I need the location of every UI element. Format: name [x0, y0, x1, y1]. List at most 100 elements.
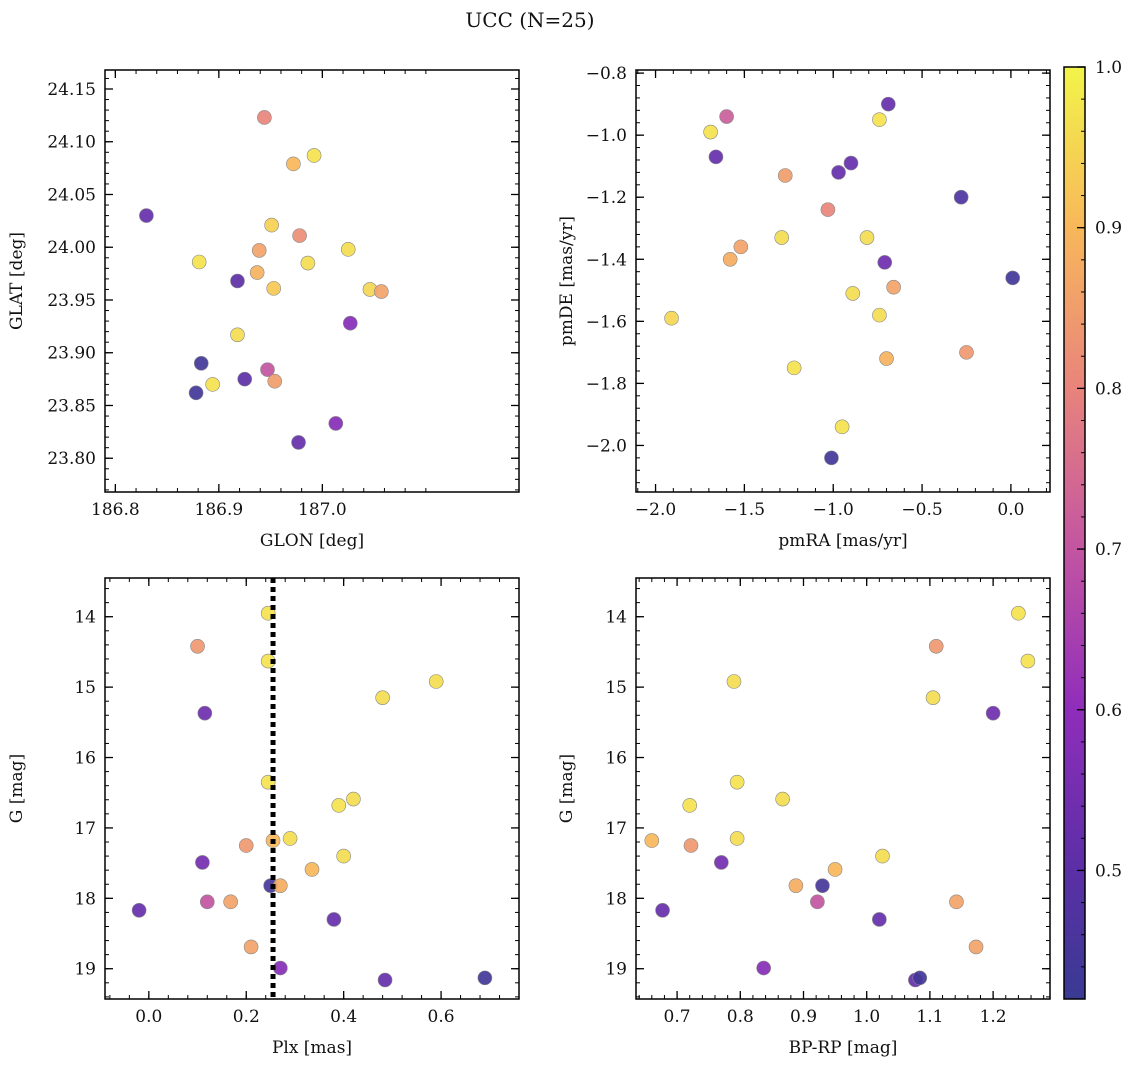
tick-marks: 186.8 186.9 187.0 23.80 23.85 23.90 23.95 24.00…	[47, 70, 519, 520]
data-point	[230, 327, 245, 343]
data-point	[326, 912, 342, 927]
tick-marks: −2.0 −1.5 −1.0 −0.5 0.0 −2.0 −1.8 −1.6 −1.4 −1.2 −…	[586, 64, 1050, 520]
data-point	[949, 894, 964, 910]
panel-frame	[104, 69, 520, 493]
data-point	[223, 894, 238, 910]
x-tick-label: 186.9	[195, 500, 244, 520]
x-tick-label: 0.9	[790, 1007, 817, 1027]
colorbar-tick-label: 0.8	[1095, 379, 1122, 399]
data-point	[872, 307, 887, 323]
data-point	[266, 281, 282, 296]
y-axis-label: pmDE [mas/yr]	[557, 216, 577, 346]
colorbar-tick-label: 1.0	[1095, 58, 1122, 78]
data-point	[188, 385, 204, 401]
data-point	[374, 284, 389, 299]
data-point	[733, 239, 749, 255]
y-tick-label: 16	[605, 749, 627, 769]
x-tick-label: −0.5	[901, 500, 942, 520]
x-tick-label: 186.8	[91, 500, 140, 520]
panel-frame	[635, 577, 1051, 1000]
y-tick-label: −1.8	[586, 374, 627, 394]
data-point	[756, 960, 771, 976]
data-point	[191, 254, 207, 270]
data-point	[708, 149, 724, 165]
panel-frame	[635, 69, 1051, 493]
data-point	[292, 228, 307, 243]
data-point	[831, 165, 846, 180]
data-point	[959, 345, 974, 360]
colorbar-ticks: 0.5 0.6 0.7 0.8 0.9 1.0	[1077, 58, 1122, 968]
x-tick-label: 0.4	[330, 1007, 357, 1027]
data-point	[195, 855, 210, 870]
data-point	[912, 970, 928, 986]
data-points	[644, 605, 1036, 988]
y-tick-label: −2.0	[586, 436, 627, 456]
y-tick-label: 18	[74, 889, 96, 909]
data-point	[786, 360, 802, 376]
data-point	[243, 939, 259, 955]
data-point	[788, 878, 804, 893]
data-point	[197, 705, 213, 721]
data-point	[286, 156, 301, 172]
y-axis-label: G [mag]	[557, 754, 577, 823]
data-point	[331, 798, 347, 813]
data-points	[139, 110, 389, 450]
y-tick-label: 23.85	[47, 396, 96, 416]
data-point	[722, 251, 738, 267]
data-points	[664, 96, 1020, 466]
data-point	[719, 109, 734, 124]
data-point	[703, 124, 718, 140]
data-point	[777, 168, 793, 183]
data-point	[815, 878, 830, 893]
data-point	[775, 791, 790, 807]
data-point	[1020, 653, 1036, 669]
x-tick-label: 187.0	[298, 500, 347, 520]
x-tick-label: 0.6	[428, 1007, 455, 1027]
data-point	[726, 674, 742, 689]
data-point	[249, 265, 265, 280]
data-point	[655, 902, 670, 918]
data-point	[968, 939, 984, 955]
data-point	[257, 110, 272, 125]
data-point	[131, 902, 147, 918]
colorbar: 0.5 0.6 0.7 0.8 0.9 1.0	[1063, 58, 1122, 1000]
data-point	[729, 831, 745, 846]
data-point	[834, 419, 850, 435]
y-tick-label: −1.6	[586, 312, 627, 332]
y-tick-label: 17	[605, 819, 627, 839]
data-point	[875, 848, 890, 864]
data-point	[664, 310, 679, 326]
data-point	[377, 972, 393, 988]
y-tick-label: 15	[605, 678, 627, 698]
data-point	[985, 705, 1001, 721]
y-tick-label: 17	[74, 819, 96, 839]
data-point	[237, 371, 253, 387]
data-point	[820, 202, 836, 217]
x-tick-label: −1.5	[724, 500, 765, 520]
data-point	[872, 912, 887, 927]
data-point	[304, 862, 320, 877]
tick-marks: 0.0 0.2 0.4 0.6 14 15 16 17 18 19	[74, 578, 520, 1027]
data-point	[342, 315, 358, 331]
colorbar-tick-label: 0.5	[1095, 861, 1122, 881]
y-tick-label: 14	[74, 608, 96, 628]
y-tick-label: 23.95	[47, 291, 96, 311]
y-tick-label: 24.10	[47, 133, 96, 153]
data-point	[477, 970, 493, 986]
y-axis-label: G [mag]	[7, 754, 27, 823]
y-tick-label: 19	[605, 960, 627, 980]
x-tick-label: 0.8	[727, 1007, 754, 1027]
data-point	[1005, 270, 1020, 286]
data-point	[267, 373, 283, 389]
data-point	[843, 155, 859, 171]
data-point	[859, 230, 875, 245]
y-tick-label: 23.80	[47, 449, 96, 469]
data-point	[230, 273, 245, 289]
data-point	[193, 355, 209, 371]
y-tick-label: −0.8	[586, 64, 627, 84]
colorbar-tick-label: 0.6	[1095, 701, 1122, 721]
x-axis-label: pmRA [mas/yr]	[778, 531, 907, 551]
x-tick-label: −1.0	[813, 500, 854, 520]
x-axis-label: Plx [mas]	[272, 1038, 352, 1058]
x-axis-label: GLON [deg]	[260, 531, 364, 551]
